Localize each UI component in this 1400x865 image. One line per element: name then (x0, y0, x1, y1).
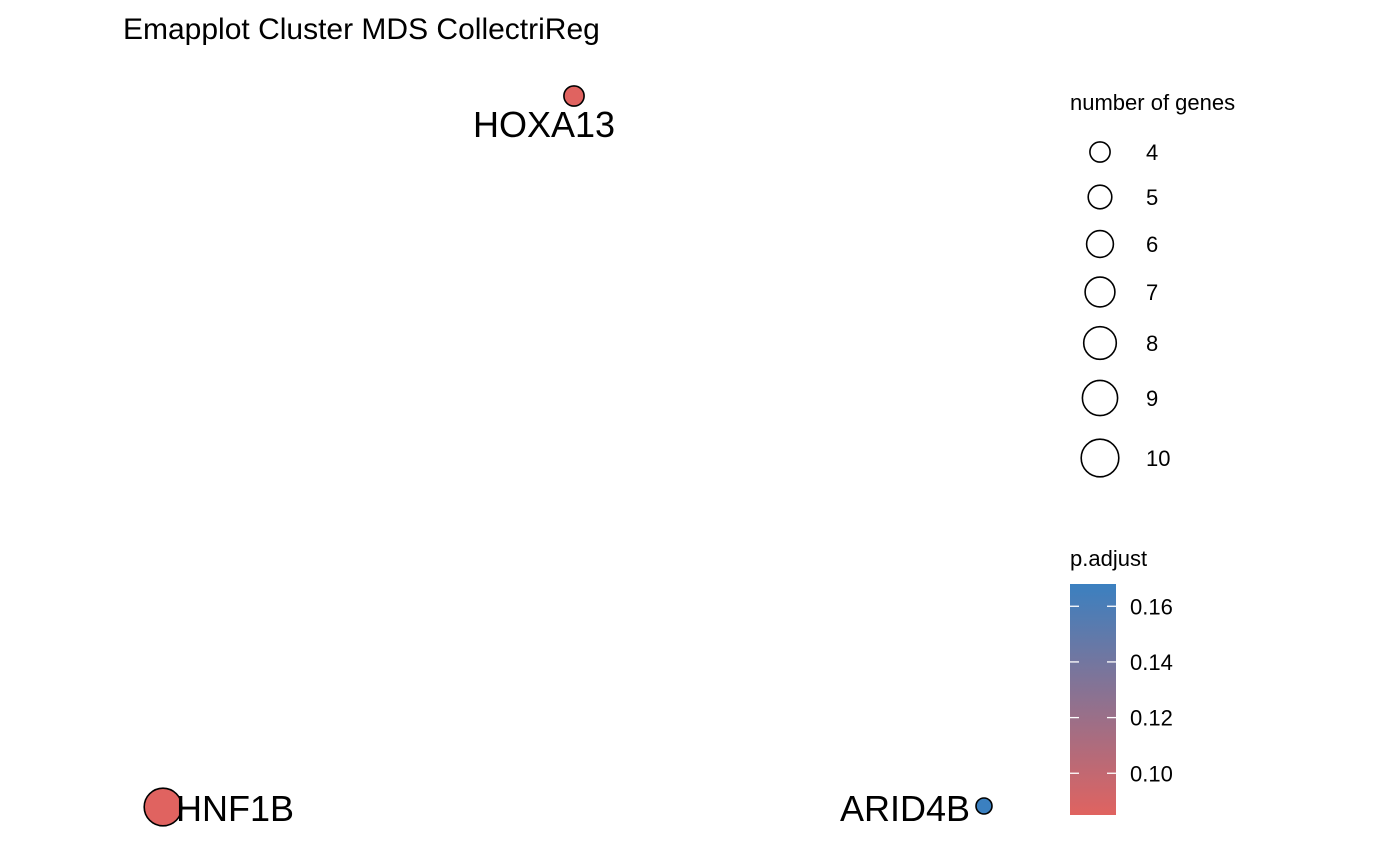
color-legend: p.adjust 0.10 0.12 0.14 0.16 (1070, 546, 1173, 815)
node-label-hoxa13: HOXA13 (473, 104, 615, 145)
size-key-circle (1081, 379, 1119, 417)
size-key-label: 7 (1146, 280, 1158, 305)
chart-title: Emapplot Cluster MDS CollectriReg (123, 13, 600, 46)
node-point-hoxa13 (563, 85, 585, 107)
size-key-circle (1082, 325, 1118, 361)
node-label-hnf1b: HNF1B (176, 788, 294, 829)
size-key-label: 9 (1146, 386, 1158, 411)
size-legend: number of genes 4 5 6 7 8 9 10 (1070, 90, 1235, 478)
size-key-circle (1084, 276, 1116, 308)
size-key-circle (1089, 141, 1111, 163)
size-key-circle (1085, 229, 1115, 259)
size-key-circle (1080, 438, 1120, 478)
points-layer: HOXA13 HNF1B ARID4B (143, 85, 993, 829)
node-label-arid4b: ARID4B (840, 788, 970, 829)
color-bar-tick-label: 0.12 (1130, 706, 1173, 731)
size-key-label: 10 (1146, 446, 1170, 471)
size-key-label: 8 (1146, 331, 1158, 356)
size-key-label: 6 (1146, 232, 1158, 257)
color-bar (1070, 584, 1116, 815)
color-bar-tick-label: 0.10 (1130, 761, 1173, 786)
size-legend-title: number of genes (1070, 90, 1235, 115)
node-point-hnf1b (143, 787, 183, 827)
size-key-label: 5 (1146, 185, 1158, 210)
size-key-circle (1087, 184, 1113, 210)
color-legend-title: p.adjust (1070, 546, 1147, 571)
node-point-arid4b (975, 797, 993, 815)
size-key-label: 4 (1146, 140, 1158, 165)
color-bar-tick-label: 0.16 (1130, 594, 1173, 619)
color-bar-tick-label: 0.14 (1130, 650, 1173, 675)
